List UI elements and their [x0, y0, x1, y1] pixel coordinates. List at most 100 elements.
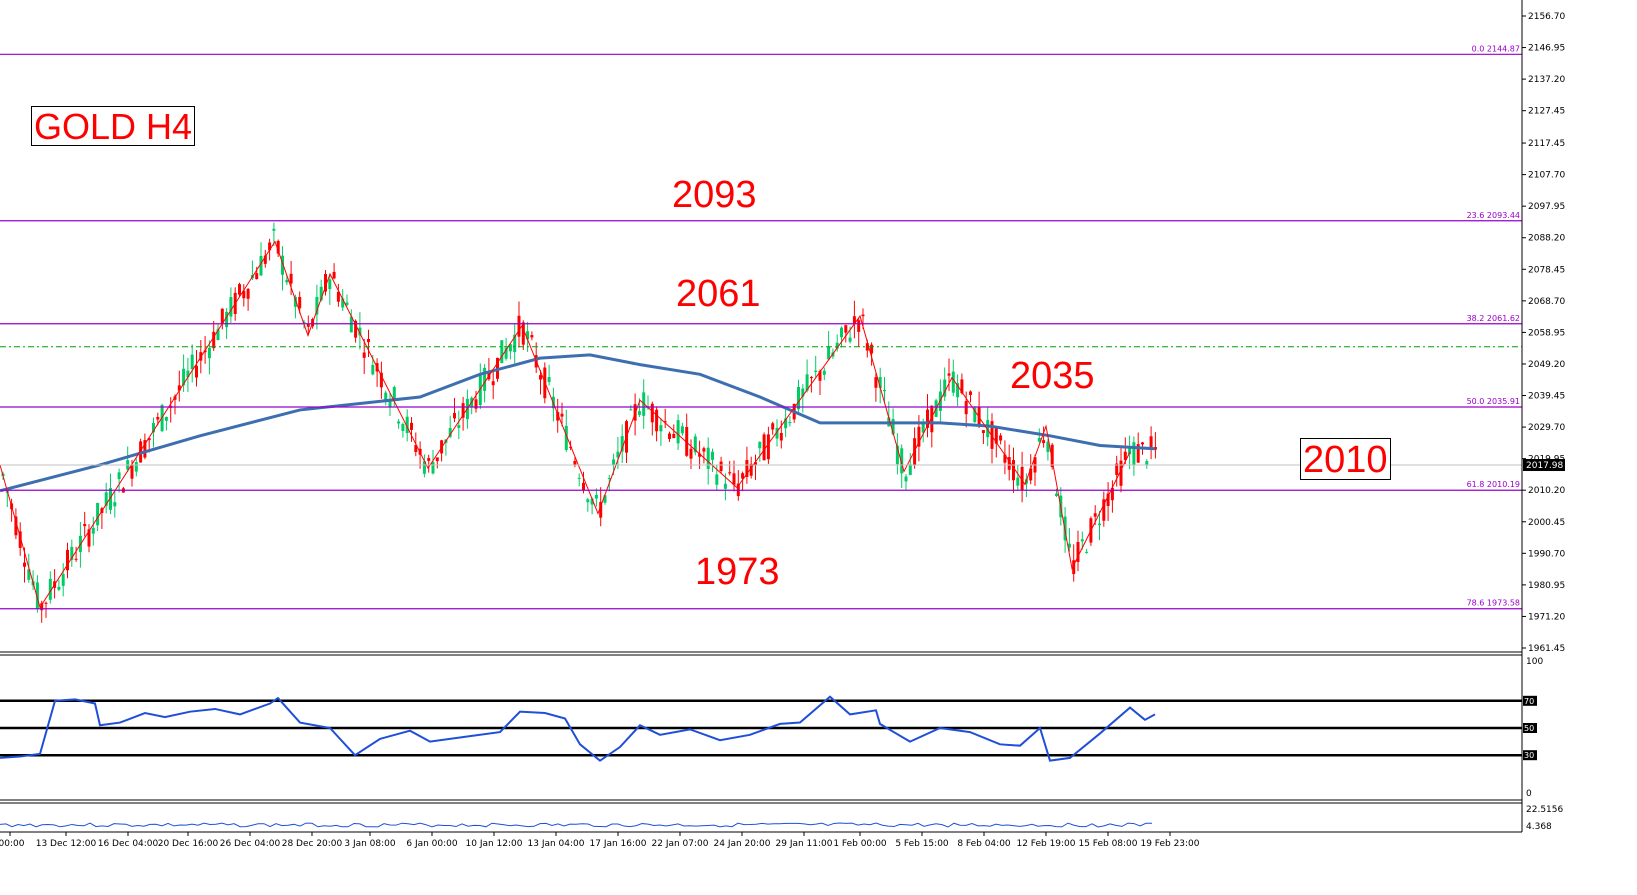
price-tick-label: 2010.20 [1528, 486, 1565, 496]
current-price-tag [1523, 459, 1565, 472]
candle-body [999, 435, 1003, 441]
candle-body [926, 409, 929, 428]
time-tick-label: 17 Jan 16:00 [590, 839, 647, 849]
candle-body [878, 377, 882, 389]
candle-body [87, 529, 91, 547]
candle-body [345, 302, 349, 305]
candle-body [908, 464, 912, 475]
candle-body [259, 256, 263, 276]
candle-body [483, 367, 487, 391]
candle-body [177, 385, 181, 391]
candle-body [874, 377, 878, 388]
candle-body [349, 316, 353, 333]
candle-body [560, 413, 564, 417]
annotation-1973: 1973 [695, 551, 780, 593]
candle-body [134, 462, 138, 472]
candle-body [70, 546, 74, 560]
candle-body [405, 416, 409, 434]
candle-body [917, 426, 921, 447]
rsi-level-tag [1523, 723, 1537, 733]
fib-level-label: 50.0 2035.91 [1467, 397, 1520, 406]
candle-body [306, 324, 310, 327]
candle-body [977, 406, 981, 426]
candle-body [655, 409, 659, 432]
candle-body [930, 405, 934, 433]
candle-body [685, 427, 689, 456]
price-tick-label: 2068.70 [1528, 297, 1565, 307]
candle-body [556, 411, 560, 421]
candle-body [1020, 466, 1024, 490]
candle-body [745, 460, 749, 477]
candle-body [775, 427, 779, 439]
candle-body [186, 370, 190, 378]
candle-body [784, 418, 788, 429]
candle-body [947, 373, 951, 376]
candle-body [994, 426, 998, 444]
candle-body [182, 368, 186, 386]
candle-body [513, 334, 517, 353]
candle-body [1029, 468, 1033, 481]
candle-body [1076, 541, 1080, 562]
candle-body [328, 279, 332, 290]
candle-body [379, 372, 383, 388]
candle-body [315, 296, 319, 315]
candle-body [577, 477, 581, 479]
ma-line-layer [0, 353, 1156, 493]
candle-body [891, 419, 895, 435]
candle-body [788, 422, 792, 424]
candle-body [818, 371, 822, 381]
candle-body [526, 331, 530, 340]
candle-body [612, 459, 616, 465]
candle-body [272, 228, 276, 231]
candle-body [861, 314, 865, 317]
time-tick-label: 28 Dec 20:00 [282, 839, 343, 849]
time-tick-label: 10 Jan 12:00 [466, 839, 523, 849]
candle-body [870, 344, 874, 354]
candle-body [281, 255, 284, 275]
candle-body [1050, 444, 1054, 468]
rsi-level-label: 50 [1524, 724, 1534, 733]
candle-body [844, 325, 848, 333]
candle-body [1106, 493, 1110, 506]
candle-body [706, 447, 710, 469]
candle-body [680, 426, 684, 434]
annotation-2061: 2061 [676, 273, 761, 315]
candle-body [35, 582, 39, 609]
candle-body [676, 420, 680, 444]
candle-body [384, 392, 388, 401]
candle-body [1080, 539, 1084, 542]
candle-body [156, 417, 160, 420]
candle-body [758, 441, 762, 449]
time-tick-label: 6 Jan 00:00 [406, 839, 458, 849]
candle-body [508, 344, 512, 352]
time-tick-label: 5 Feb 15:00 [895, 839, 949, 849]
candle-body [539, 375, 542, 380]
candles [1, 222, 1157, 623]
time-tick-label: 15 Feb 08:00 [1078, 839, 1137, 849]
candle-body [212, 331, 216, 349]
time-tick-label: 20 Dec 16:00 [158, 839, 219, 849]
candle-body [943, 379, 947, 397]
price-tick-label: 2156.70 [1528, 12, 1565, 22]
rsi-level-tag [1523, 695, 1537, 706]
candle-body [229, 297, 233, 317]
candle-body [23, 562, 26, 567]
candle-body [1145, 461, 1149, 465]
candle-body [44, 602, 48, 604]
candle-body [573, 460, 577, 465]
candle-body [616, 451, 620, 458]
candle-body [766, 434, 770, 460]
candle-body [741, 473, 745, 479]
candle-body [324, 273, 327, 292]
candle-body [392, 387, 396, 401]
candle-body [336, 291, 340, 302]
moving-average-line [0, 353, 1156, 493]
candle-body [797, 386, 800, 410]
annotation-2035: 2035 [1010, 355, 1095, 397]
candle-body [809, 377, 813, 379]
candle-body [448, 428, 452, 437]
fib-level-label: 61.8 2010.19 [1467, 480, 1520, 489]
rsi-line [0, 695, 1156, 762]
candle-body [986, 419, 990, 438]
candle-body [981, 430, 985, 434]
